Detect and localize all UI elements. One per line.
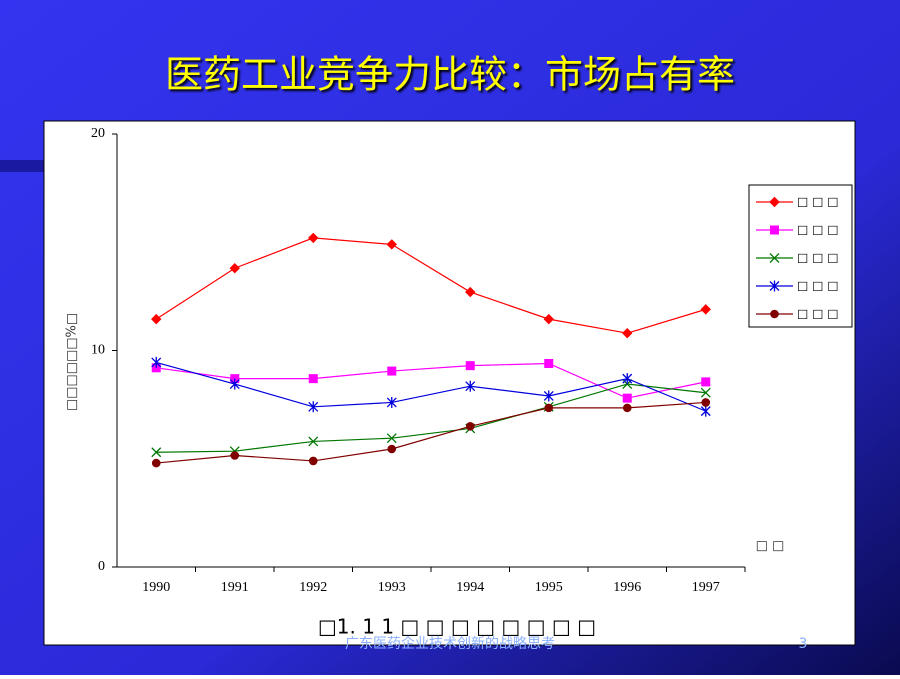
x-tick-label: 1990	[142, 580, 170, 595]
marker	[387, 444, 397, 454]
marker	[308, 232, 319, 244]
marker	[229, 378, 240, 390]
caption: □1. 1 1 □ □ □ □ □ □ □ □	[318, 615, 596, 639]
marker	[465, 286, 476, 298]
legend-label: □ □ □	[797, 279, 839, 293]
marker	[151, 313, 162, 325]
marker	[543, 313, 554, 325]
marker	[544, 358, 554, 368]
y-tick-label: 20	[91, 126, 105, 141]
series-line	[156, 383, 706, 453]
marker	[622, 393, 632, 403]
chart-area	[43, 120, 856, 646]
marker	[387, 366, 397, 376]
marker	[700, 405, 711, 417]
series-line	[156, 361, 706, 412]
marker	[151, 356, 162, 368]
footer: 广东医药企业技术创新的战略思考	[345, 635, 555, 652]
marker	[700, 387, 711, 398]
marker	[386, 396, 397, 408]
legend-label: □ □ □	[797, 251, 839, 265]
y-tick-label: 10	[91, 343, 105, 358]
legend-label: □ □ □	[797, 223, 839, 237]
marker	[622, 327, 633, 339]
series-line	[155, 237, 706, 334]
marker	[701, 398, 711, 407]
x-tick-label: 1995	[535, 580, 563, 595]
marker	[465, 361, 475, 371]
marker	[386, 239, 397, 250]
x-tick-label: 1992	[299, 580, 327, 595]
marker	[465, 421, 475, 431]
marker	[770, 309, 779, 319]
marker	[151, 447, 162, 458]
x-tick-label: 1993	[378, 580, 406, 595]
marker	[769, 196, 780, 208]
marker	[544, 403, 554, 413]
x-tick-label: 1997	[692, 580, 720, 595]
legend	[748, 184, 853, 328]
y-tick-label: 0	[98, 559, 105, 574]
marker	[701, 377, 711, 387]
stripe	[0, 160, 44, 172]
marker	[465, 380, 476, 392]
marker	[770, 225, 779, 235]
x-tick-label: 1994	[456, 580, 484, 595]
marker	[769, 253, 780, 263]
x-tick-label: 1996	[613, 580, 641, 595]
marker	[700, 304, 711, 315]
marker	[622, 373, 633, 385]
marker	[622, 403, 632, 413]
x-axis-label: □ □	[756, 539, 785, 554]
series-line	[156, 362, 706, 399]
x-tick-label: 1991	[221, 580, 249, 595]
legend-label: □ □ □	[797, 195, 839, 209]
marker	[308, 456, 318, 466]
marker	[230, 451, 240, 460]
marker	[151, 458, 161, 468]
y-axis-label: □□□□□□%□	[65, 313, 80, 411]
marker	[308, 401, 319, 413]
marker	[543, 390, 554, 402]
slide-title: 医药工业竞争力比较：市场占有率	[165, 53, 735, 97]
legend-label: □ □ □	[797, 307, 839, 321]
page-number: 3	[799, 636, 808, 652]
marker	[386, 433, 397, 444]
marker	[308, 374, 318, 384]
marker	[229, 263, 240, 274]
marker	[308, 436, 319, 447]
marker	[769, 280, 780, 292]
series-line	[156, 401, 706, 464]
